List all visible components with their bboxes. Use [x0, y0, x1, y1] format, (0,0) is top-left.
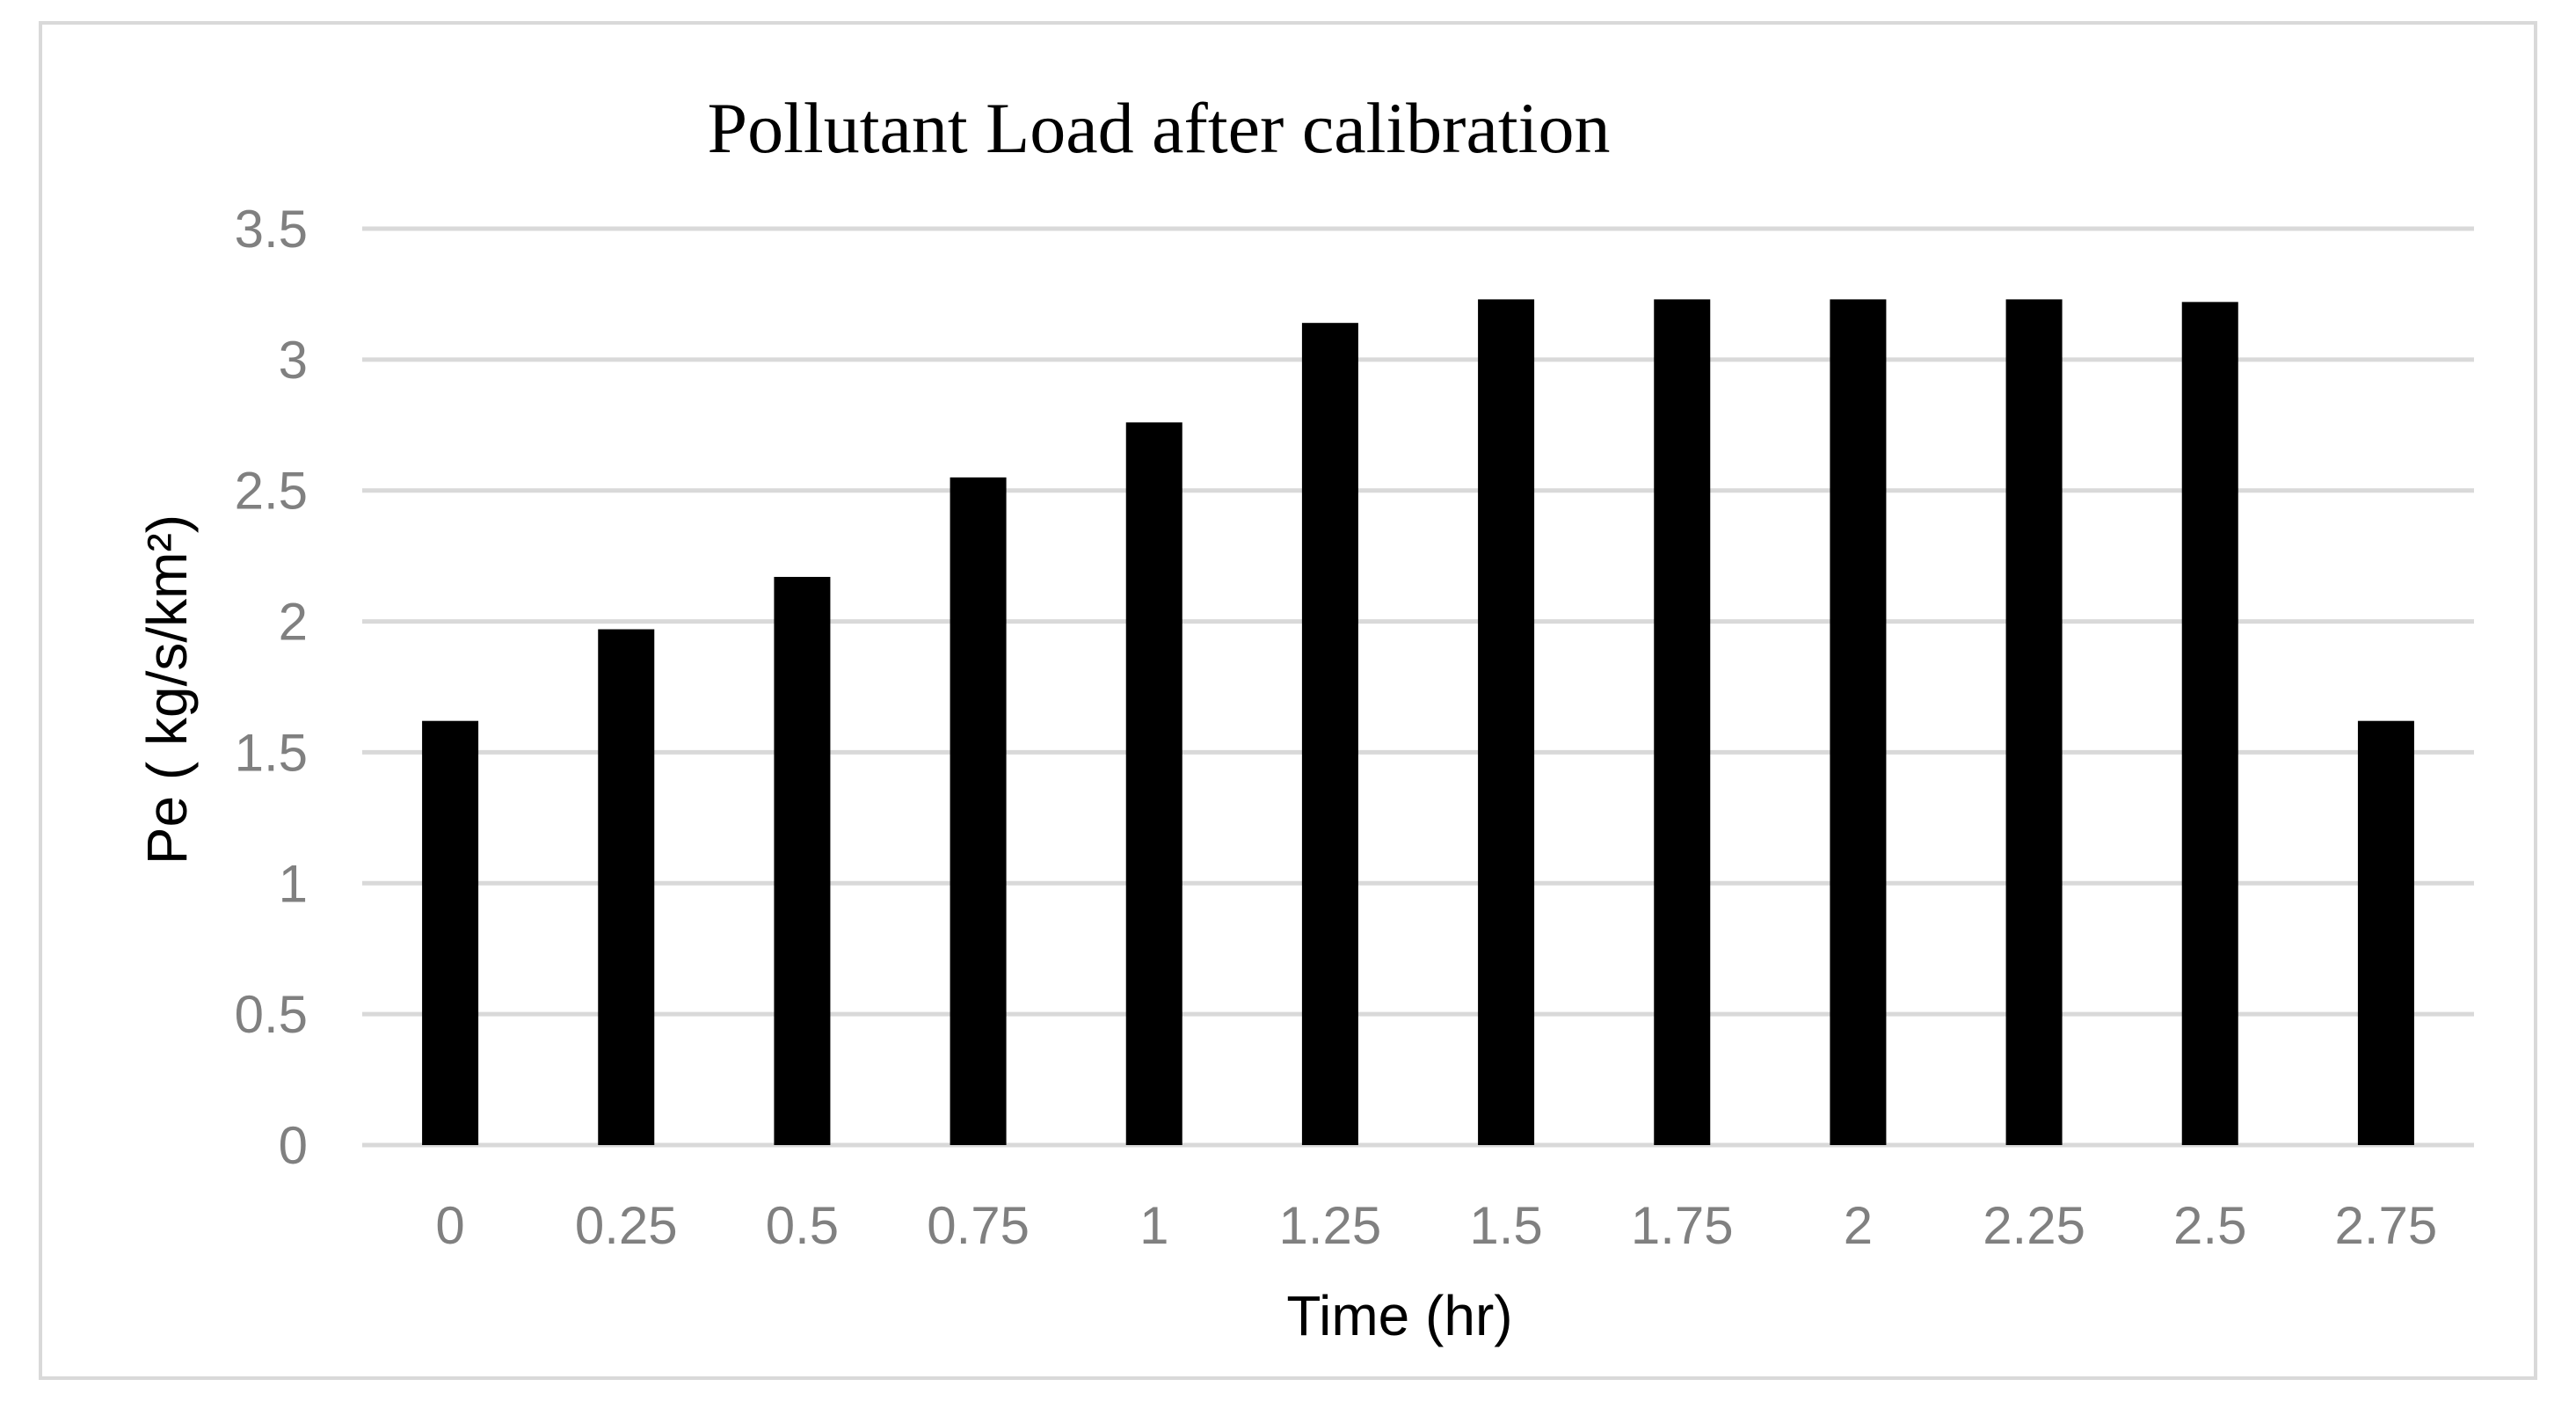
- y-tick-label: 0.5: [235, 985, 308, 1044]
- x-tick-label: 0.5: [766, 1196, 839, 1255]
- y-tick-label: 0: [279, 1116, 308, 1175]
- bar-3: [950, 477, 1007, 1145]
- y-tick-label: 1: [279, 854, 308, 913]
- bar-8: [1830, 299, 1887, 1146]
- y-axis-title: Pe ( kg/s/km²): [135, 514, 199, 865]
- x-tick-label: 0.75: [927, 1196, 1030, 1255]
- x-tick-label: 0: [435, 1196, 464, 1255]
- bar-2: [774, 576, 831, 1145]
- x-tick-label: 1: [1139, 1196, 1168, 1255]
- y-tick-label: 2: [279, 593, 308, 652]
- bar-11: [2357, 720, 2414, 1145]
- y-tick-label: 3.5: [235, 200, 308, 259]
- x-tick-label: 2.75: [2335, 1196, 2438, 1255]
- x-tick-label: 2.25: [1983, 1196, 2085, 1255]
- bars: [422, 299, 2414, 1146]
- gridlines: [362, 226, 2474, 1148]
- x-tick-label: 0.25: [575, 1196, 678, 1255]
- y-tick-label: 3: [279, 331, 308, 390]
- bar-0: [422, 720, 479, 1145]
- bar-1: [598, 629, 655, 1145]
- bar-9: [2005, 299, 2063, 1146]
- bar-10: [2181, 302, 2238, 1145]
- y-tick-label: 2.5: [235, 462, 308, 521]
- x-tick-label: 1.5: [1469, 1196, 1542, 1255]
- x-tick-label: 1.25: [1279, 1196, 1382, 1255]
- chart-frame: [39, 21, 2537, 1380]
- x-tick-label: 1.75: [1631, 1196, 1734, 1255]
- x-tick-label: 2: [1844, 1196, 1873, 1255]
- bar-5: [1301, 323, 1358, 1146]
- x-axis-ticks: 0 0.25 0.5 0.75 1 1.25 1.5 1.75 2 2.25 2.5 2.75: [435, 1196, 2437, 1255]
- y-axis-ticks: 0 0.5 1 1.5 2 2.5 3 3.5: [235, 200, 308, 1175]
- x-tick-label: 2.5: [2173, 1196, 2246, 1255]
- bar-7: [1654, 299, 1711, 1146]
- y-tick-label: 1.5: [235, 723, 308, 782]
- bar-4: [1125, 422, 1182, 1145]
- bar-6: [1478, 299, 1535, 1146]
- chart-title: Pollutant Load after calibration: [708, 88, 1611, 168]
- x-axis-title: Time (hr): [1286, 1284, 1512, 1347]
